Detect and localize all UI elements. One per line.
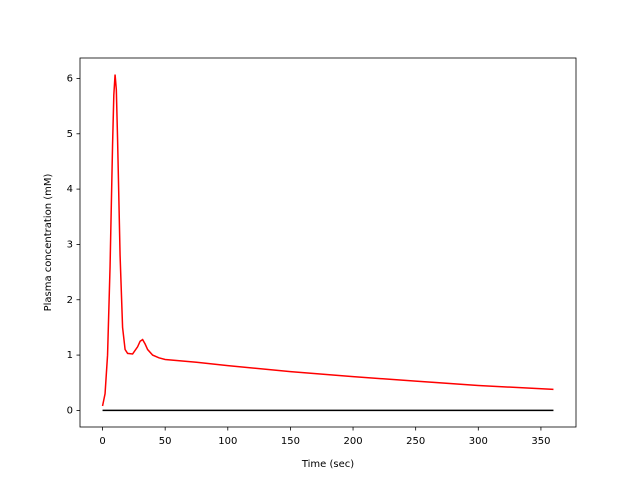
plot-frame (79, 57, 577, 428)
x-axis-label: Time (sec) (301, 459, 354, 470)
x-tick-label: 50 (159, 436, 172, 447)
x-tick-label: 150 (281, 436, 300, 447)
y-tick-label: 3 (67, 239, 73, 250)
y-tick-label: 6 (67, 73, 73, 84)
y-tick-label: 1 (67, 350, 73, 361)
series-line (101, 74, 554, 407)
y-tick-label: 5 (67, 129, 73, 140)
y-tick-label: 0 (67, 405, 73, 416)
x-tick-label: 350 (531, 436, 550, 447)
y-tick-label: 2 (67, 295, 73, 306)
x-tick-label: 0 (99, 436, 105, 447)
x-tick-label: 100 (218, 436, 237, 447)
y-tick-label: 4 (67, 184, 73, 195)
x-tick-label: 200 (344, 436, 363, 447)
y-axis-label: Plasma concentration (mM) (43, 174, 54, 312)
x-tick-label: 250 (406, 436, 425, 447)
x-tick-label: 300 (469, 436, 488, 447)
